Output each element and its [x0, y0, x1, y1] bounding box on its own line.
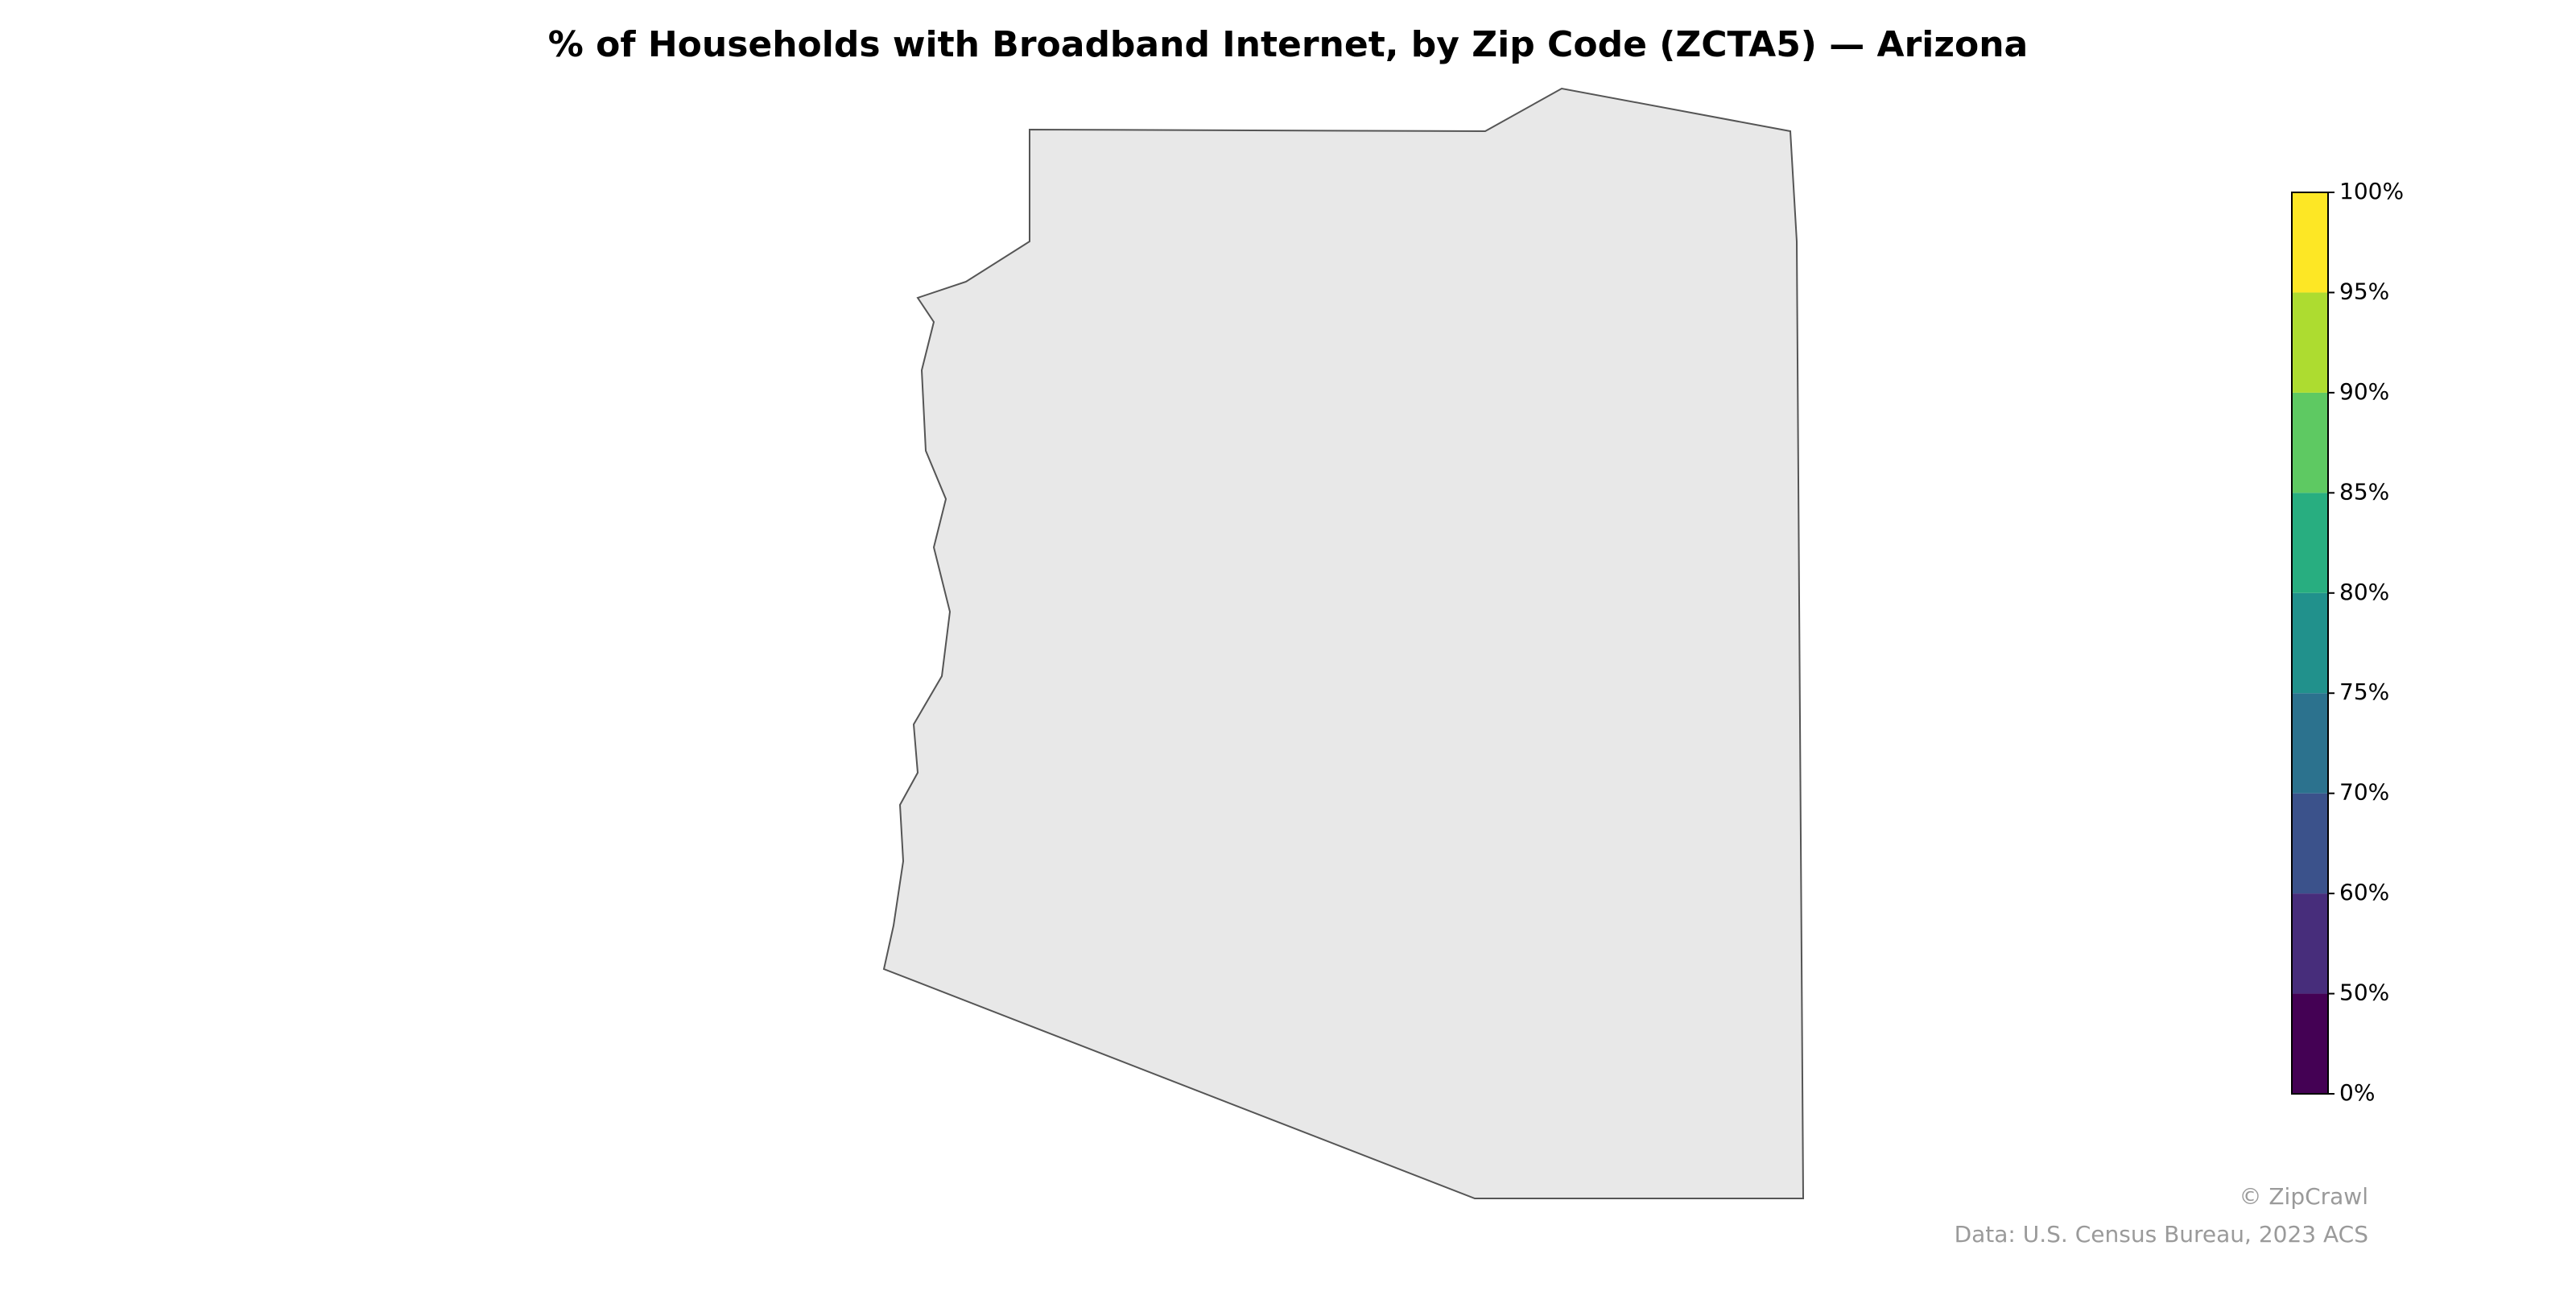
colorbar-tick-label: 85% [2339, 478, 2389, 505]
colorbar-tick-label: 70% [2339, 779, 2389, 806]
colorbar-tick-label: 100% [2339, 178, 2404, 204]
credit: © ZipCrawl [2239, 1183, 2368, 1210]
colorbar-bin [2292, 893, 2328, 994]
colorbar-bin [2292, 493, 2328, 593]
colorbar-bin [2292, 592, 2328, 694]
colorbar-bin [2292, 993, 2328, 1094]
source-note: Data: U.S. Census Bureau, 2023 ACS [1955, 1221, 2368, 1248]
colorbar-tick-label: 90% [2339, 378, 2389, 405]
colorbar-bin [2292, 793, 2328, 894]
colorbar-tick-label: 80% [2339, 579, 2389, 605]
colorbar-tick-label: 75% [2339, 678, 2389, 705]
colorbar-tick-label: 95% [2339, 278, 2389, 304]
colorbar-tick-label: 60% [2339, 879, 2389, 905]
map-title: % of Households with Broadband Internet,… [548, 24, 2029, 65]
colorbar-frame [2291, 192, 2329, 1095]
colorbar-tick-label: 50% [2339, 980, 2389, 1006]
colorbar-tick-label: 0% [2339, 1079, 2375, 1106]
colorbar-bin [2292, 292, 2328, 393]
colorbar-bin [2292, 192, 2328, 293]
colorbar-bin [2292, 392, 2328, 493]
state-outline [882, 87, 1805, 1199]
colorbar-bin [2292, 693, 2328, 794]
